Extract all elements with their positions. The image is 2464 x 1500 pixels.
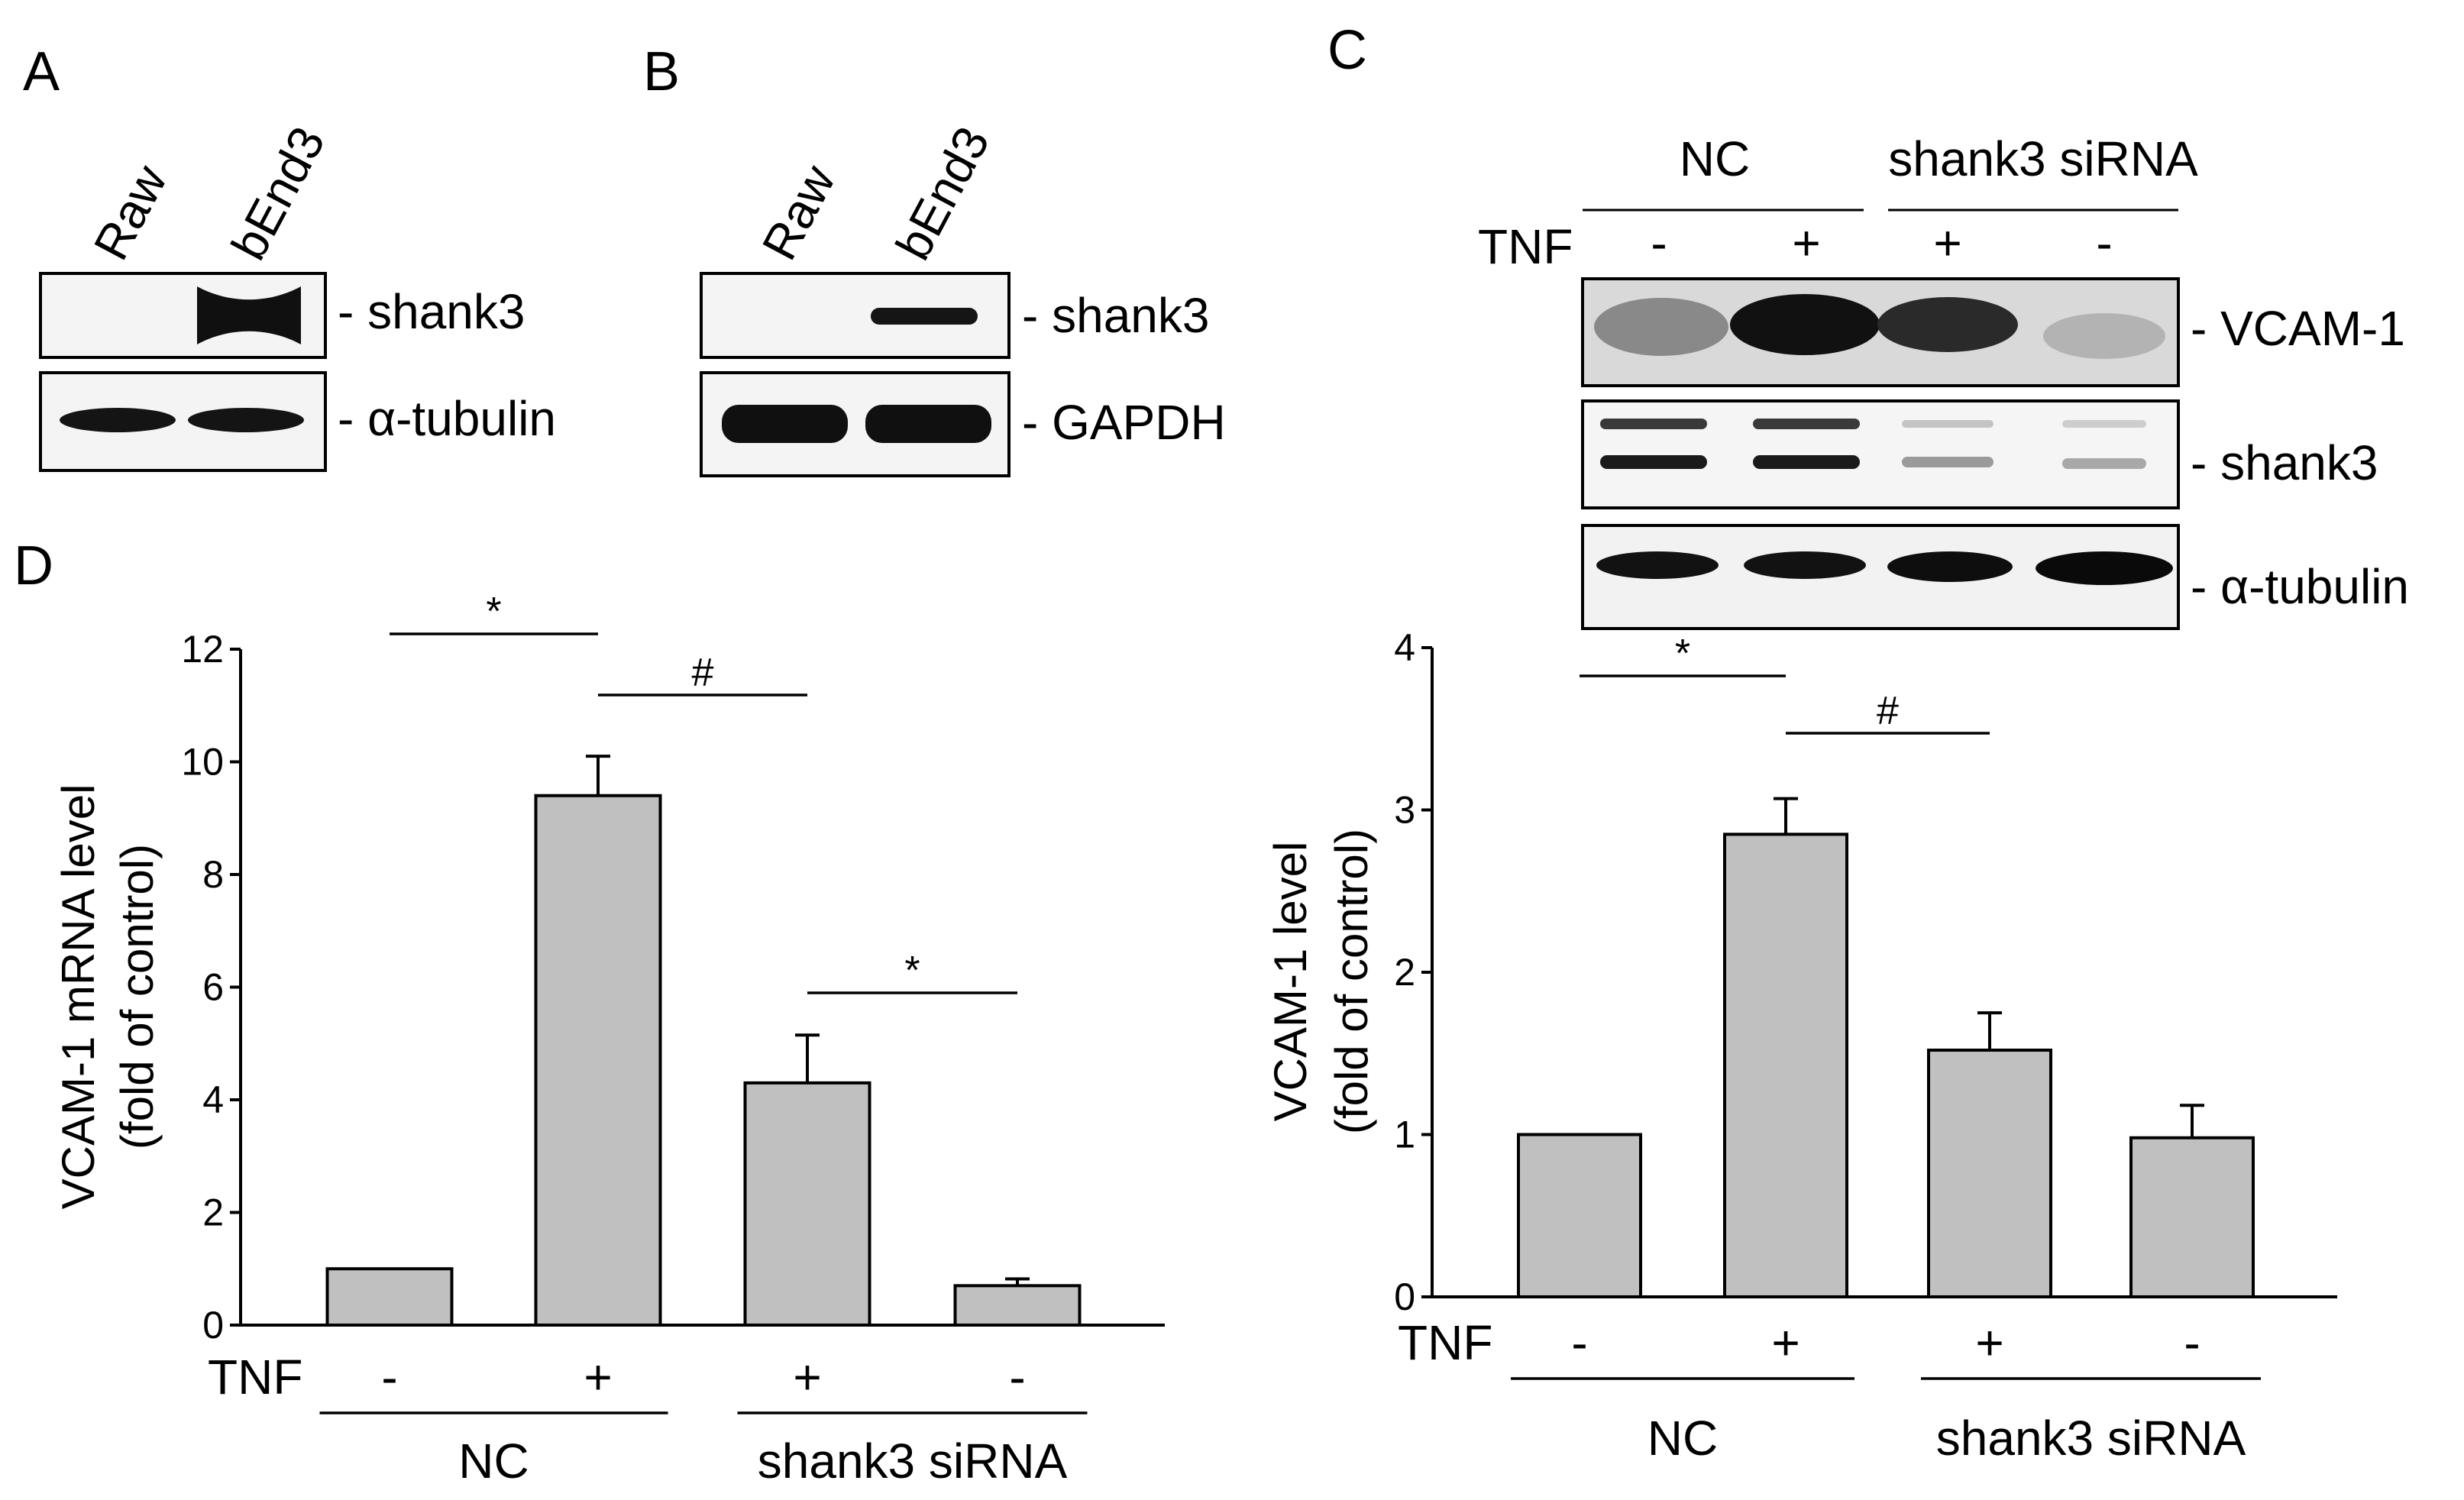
lane-label-bend3: bEnd3: [221, 118, 335, 268]
band-c-shank3-lane2-lower: [1753, 455, 1860, 469]
band-c-vcam1-lane4: [2043, 313, 2165, 359]
significance-mark: #: [1877, 689, 1899, 733]
band-c-tubulin-lane4: [2036, 551, 2173, 585]
blot-label-c-vcam1: - VCAM-1: [2191, 301, 2405, 356]
bar: [1927, 1049, 2052, 1298]
y-tick-label: 8: [202, 853, 224, 896]
tnf-sign: +: [1792, 215, 1820, 270]
blot-label-a-shank3: - shank3: [338, 284, 525, 339]
blot-label-b-shank3: - shank3: [1022, 288, 1209, 343]
x-tick-label: -: [2184, 1315, 2200, 1370]
tnf-sign: -: [2096, 215, 2112, 270]
significance-mark: *: [904, 949, 920, 993]
panel-letter-d: D: [14, 535, 53, 596]
y-tick-label: 4: [202, 1078, 224, 1121]
tnf-sign: -: [1651, 215, 1667, 270]
panel-b: B Raw bEnd3 - shank3 - GAPDH: [643, 41, 1226, 477]
band-c-shank3-lane4-upper: [2062, 420, 2146, 428]
blot-label-c-tubulin: - α-tubulin: [2191, 559, 2409, 614]
lane-label-bend3: bEnd3: [885, 118, 1000, 268]
blot-c-shank3: [1581, 399, 2180, 509]
band-b-shank3-bend3: [871, 308, 978, 325]
panel-letter-a: A: [23, 41, 60, 102]
band-a-tubulin-bend3: [188, 408, 304, 432]
group-label-nc: NC: [1680, 131, 1750, 186]
x-tick-label: +: [1771, 1315, 1799, 1370]
y-axis-label: VCAM-1 mRNA level: [53, 784, 104, 1210]
x-tick-label: +: [793, 1350, 821, 1405]
band-a-tubulin-raw: [60, 408, 176, 432]
group-label: NC: [1648, 1411, 1718, 1466]
x-tick-label: -: [1009, 1350, 1025, 1405]
lane-label-raw: Raw: [752, 156, 846, 269]
bar: [1517, 1133, 1642, 1298]
y-tick-label: 4: [1394, 626, 1415, 669]
y-axis-label: VCAM-1 level: [1265, 842, 1316, 1122]
bar: [1723, 832, 1848, 1298]
y-tick-label: 0: [202, 1304, 224, 1346]
x-tick-label: -: [381, 1350, 397, 1405]
band-c-tubulin-lane2: [1744, 551, 1866, 579]
band-c-shank3-lane2-upper: [1753, 419, 1860, 429]
y-axis-label-unit: (fold of control): [1326, 829, 1377, 1134]
panel-letter-c: C: [1327, 20, 1367, 81]
tnf-sign: +: [1933, 215, 1961, 270]
group-label: shank3 siRNA: [1936, 1411, 2246, 1466]
y-tick-label: 6: [202, 966, 224, 1009]
y-tick-label: 2: [202, 1191, 224, 1234]
y-tick-label: 0: [1394, 1275, 1415, 1318]
y-tick-label: 3: [1394, 789, 1415, 832]
band-c-vcam1-lane2: [1730, 294, 1880, 355]
band-c-shank3-lane3-upper: [1902, 420, 1994, 428]
bar: [2129, 1136, 2255, 1298]
band-c-tubulin-lane3: [1887, 551, 2013, 582]
significance-mark: *: [1675, 632, 1690, 676]
band-c-vcam1-lane3: [1877, 297, 2018, 352]
x-tick-label: +: [1975, 1315, 2003, 1370]
tnf-label: TNF: [1398, 1315, 1492, 1370]
group-label: NC: [458, 1434, 529, 1489]
y-tick-label: 2: [1394, 951, 1415, 994]
group-label-shank3-sirna: shank3 siRNA: [1888, 131, 2198, 186]
band-b-gapdh-bend3: [865, 405, 991, 443]
y-tick-label: 1: [1394, 1114, 1415, 1156]
blot-label-c-shank3: - shank3: [2191, 435, 2378, 490]
panel-a: A Raw bEnd3 - shank3 - α-tubulin: [23, 41, 556, 472]
panel-c-blots: C NC shank3 siRNA TNF - + + - - VCAM-1 -…: [1327, 20, 2409, 630]
tnf-label: TNF: [1478, 219, 1573, 274]
band-c-vcam1-lane1: [1594, 298, 1728, 356]
band-b-gapdh-raw: [722, 405, 848, 443]
significance-mark: *: [486, 590, 501, 634]
x-tick-label: -: [1571, 1315, 1587, 1370]
panel-letter-b: B: [643, 41, 680, 102]
bar: [743, 1081, 871, 1327]
significance-mark: #: [692, 651, 714, 695]
chart-vcam1-mrna: D VCAM-1 mRNA level (fold of control) 0 2…: [14, 535, 1165, 1489]
band-c-shank3-lane1-upper: [1600, 419, 1707, 429]
band-c-shank3-lane4-lower: [2062, 458, 2146, 469]
bar: [325, 1267, 454, 1327]
group-label: shank3 siRNA: [758, 1434, 1068, 1489]
band-c-tubulin-lane1: [1596, 551, 1719, 579]
band-a-shank3-bend3: [197, 286, 301, 344]
x-tick-label: +: [584, 1350, 612, 1405]
tnf-label: TNF: [208, 1350, 302, 1405]
y-axis-label-unit: (fold of control): [112, 844, 163, 1149]
y-tick-label: 12: [181, 628, 224, 671]
band-c-shank3-lane1-lower: [1600, 455, 1707, 469]
blot-label-b-gapdh: - GAPDH: [1022, 395, 1226, 450]
bar: [534, 794, 662, 1327]
blot-label-a-tubulin: - α-tubulin: [338, 391, 556, 446]
band-c-shank3-lane3-lower: [1902, 457, 1994, 467]
bar: [953, 1284, 1082, 1327]
y-tick-label: 10: [181, 741, 224, 784]
lane-label-raw: Raw: [83, 156, 178, 269]
